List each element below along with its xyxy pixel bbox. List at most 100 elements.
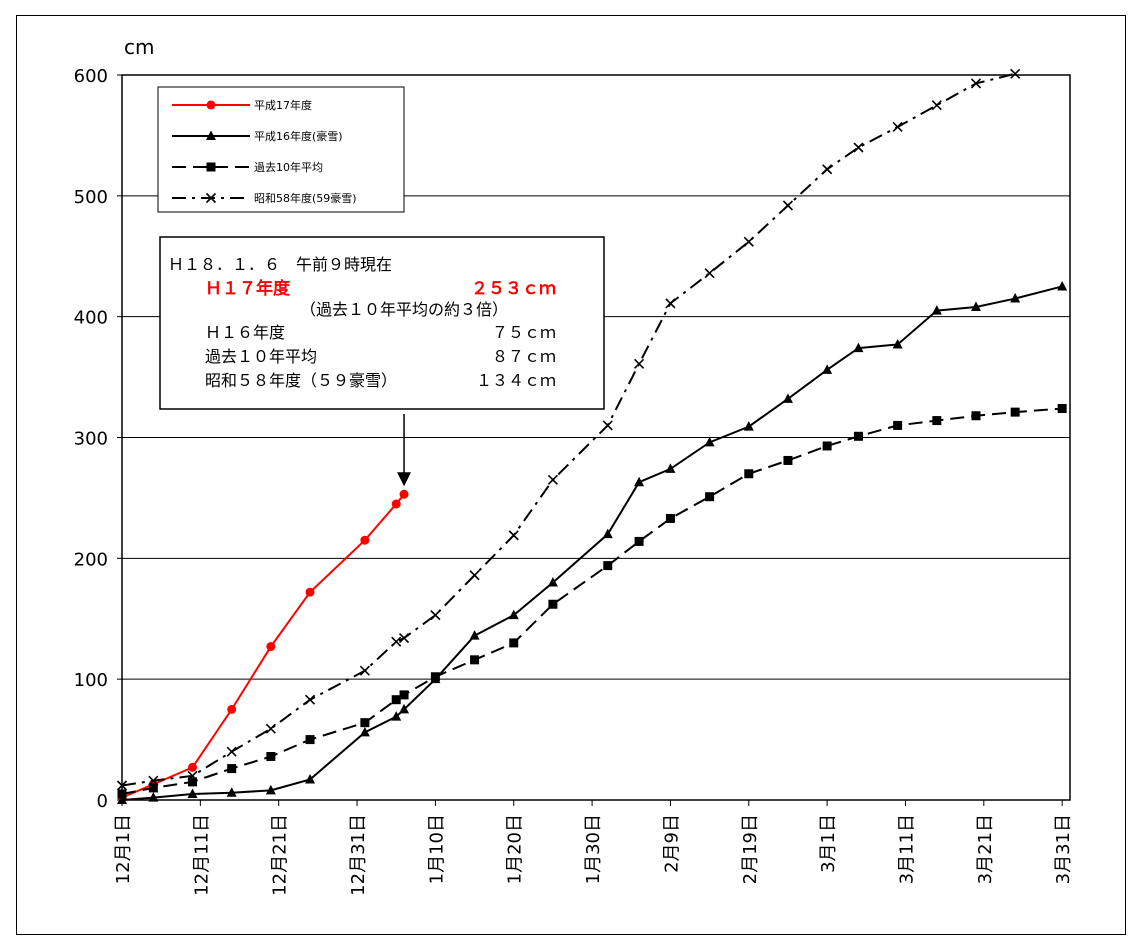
info-line-label: 過去１０年平均: [205, 347, 317, 366]
arrow-head: [397, 472, 412, 487]
y-tick-label: 400: [74, 308, 108, 329]
data-point: [226, 746, 237, 757]
data-point: [547, 474, 558, 485]
y-tick-label: 100: [74, 670, 108, 691]
info-line-label: Ｈ１６年度: [205, 323, 285, 342]
info-line-label: 昭和５８年度（５９豪雪）: [205, 371, 397, 390]
data-point: [853, 431, 863, 441]
y-tick-labels: 0 100 200 300 400 500 600: [74, 66, 108, 812]
legend-label: 平成17年度: [254, 98, 312, 112]
x-tick-label: 1月30日: [583, 814, 604, 884]
data-point: [853, 342, 864, 353]
series-line: [121, 407, 1063, 795]
info-line-value: ７５ｃｍ: [492, 323, 556, 342]
data-point: [470, 655, 480, 665]
data-point: [360, 535, 370, 545]
data-point: [305, 773, 316, 784]
data-point: [1057, 404, 1067, 413]
legend-box: [157, 86, 405, 213]
data-point: [148, 775, 159, 786]
data-point: [227, 764, 237, 774]
data-point: [187, 770, 198, 781]
info-line-label: Ｈ１７年度: [205, 278, 291, 299]
data-point: [226, 787, 237, 797]
data-point: [148, 783, 158, 793]
data-point: [399, 690, 409, 700]
info-box: Ｈ１８．１．６ 午前９時現在 Ｈ１７年度 ２５３ｃｍ（過去１０年平均の約３倍） Ｈ１６…: [159, 236, 605, 410]
data-point: [665, 298, 676, 309]
data-point: [853, 142, 864, 153]
data-point: [305, 587, 315, 597]
x-tick-label: 12月21日: [270, 814, 291, 896]
legend-label: 過去10年平均: [254, 160, 323, 174]
info-line-label: Ｈ１８．１．６ 午前９時現在: [168, 255, 392, 274]
callout-arrow: [397, 414, 412, 487]
data-point: [399, 703, 410, 714]
data-point: [398, 633, 410, 644]
data-point: [117, 794, 127, 804]
data-point: [391, 636, 402, 647]
data-point: [1057, 280, 1068, 291]
data-point: [205, 192, 217, 204]
x-tick-label: 3月11日: [896, 814, 917, 884]
info-line-value: ２５３ｃｍ: [471, 279, 556, 299]
data-point: [822, 364, 833, 374]
data-point: [187, 788, 198, 798]
x-tick-label: 1月20日: [505, 814, 526, 884]
series-1: [117, 489, 409, 803]
data-point: [508, 609, 519, 620]
data-point: [603, 561, 613, 571]
data-point: [265, 784, 276, 795]
data-point: [116, 780, 128, 791]
data-point: [399, 489, 409, 499]
data-point: [265, 723, 276, 734]
data-point: [822, 164, 833, 175]
data-point: [430, 672, 440, 682]
x-tick-label: 12月1日: [113, 814, 134, 884]
y-tick-label: 300: [74, 429, 108, 450]
data-point: [783, 455, 793, 465]
data-point: [704, 436, 715, 447]
data-point: [893, 420, 903, 430]
series-4: [116, 68, 1021, 791]
data-point: [602, 528, 613, 539]
data-point: [188, 762, 198, 772]
y-tick-label: 200: [74, 549, 108, 570]
data-point: [117, 789, 127, 799]
data-point: [188, 777, 198, 787]
data-point: [782, 200, 794, 211]
x-tick-label: 1月10日: [426, 814, 447, 884]
series-2: [117, 280, 1068, 804]
legend-label: 昭和58年度(59豪雪): [254, 191, 357, 205]
data-point: [391, 695, 401, 705]
data-point: [1010, 407, 1020, 417]
data-point: [547, 577, 558, 587]
x-tick-label: 3月1日: [818, 814, 839, 873]
data-point: [634, 358, 645, 369]
data-point: [744, 469, 754, 479]
data-point: [634, 476, 645, 487]
data-point: [782, 393, 793, 403]
data-point: [206, 162, 216, 172]
x-tick-label: 2月19日: [740, 814, 761, 884]
data-point: [892, 338, 903, 349]
data-point: [665, 463, 676, 473]
info-box-border: [159, 236, 605, 410]
y-axis-unit-label: cm: [124, 35, 154, 59]
data-point: [602, 420, 613, 431]
data-point: [931, 305, 942, 315]
data-point: [892, 121, 903, 133]
data-point: [469, 570, 480, 581]
data-point: [359, 726, 370, 737]
y-tick-label: 500: [74, 187, 108, 208]
data-point: [705, 492, 715, 502]
data-point: [469, 630, 480, 640]
data-point: [391, 499, 401, 509]
info-line-value: ８７ｃｍ: [492, 347, 556, 366]
data-point: [1010, 293, 1021, 303]
data-point: [266, 752, 276, 761]
x-tick-label: 12月11日: [191, 814, 212, 896]
x-tick-label: 2月9日: [661, 814, 682, 873]
